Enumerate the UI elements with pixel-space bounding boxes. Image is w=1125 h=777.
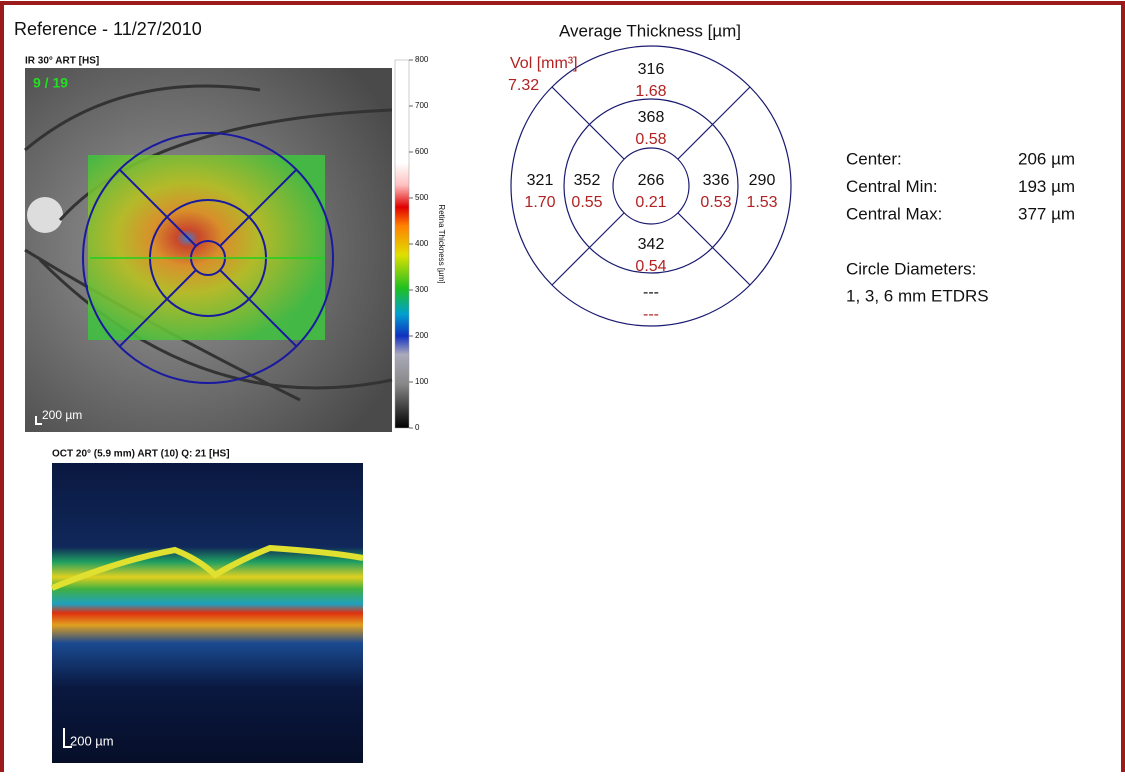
volume-label: Vol [mm³] <box>510 55 578 72</box>
sector-volume: 0.21 <box>635 194 666 211</box>
optic-disc <box>27 197 63 233</box>
stat-label: Center: <box>846 149 902 168</box>
sector-volume: 0.54 <box>635 258 666 275</box>
colorbar <box>395 60 409 428</box>
diameters-label: Circle Diameters: <box>846 259 976 278</box>
sector-thickness: --- <box>643 284 659 301</box>
colorbar-tick-label: 300 <box>415 285 429 294</box>
report: Reference - 11/27/2010 IR 30° ART [HS] 9… <box>0 0 1125 772</box>
sector-thickness: 342 <box>638 236 665 253</box>
sector-thickness: 266 <box>638 172 665 189</box>
total-volume: 7.32 <box>508 77 539 94</box>
colorbar-tick-label: 800 <box>415 55 429 64</box>
colorbar-tick-label: 700 <box>415 101 429 110</box>
oct-label: OCT 20° (5.9 mm) ART (10) Q: 21 [HS] <box>52 449 230 460</box>
diameters: 1, 3, 6 mm ETDRS <box>846 286 989 305</box>
sector-thickness: 321 <box>527 172 554 189</box>
stat-label: Central Min: <box>846 177 938 196</box>
thickness-overlay <box>88 155 325 340</box>
map-title: Average Thickness [µm] <box>559 21 741 40</box>
colorbar-tick-label: 400 <box>415 239 429 248</box>
stat-label: Central Max: <box>846 204 942 223</box>
report-title: Reference - 11/27/2010 <box>14 19 202 39</box>
colorbar-tick-label: 600 <box>415 147 429 156</box>
colorbar-tick-label: 200 <box>415 331 429 340</box>
stat-value: 206 µm <box>1018 149 1075 168</box>
fundus-scale: 200 µm <box>42 408 82 422</box>
oct-image <box>52 463 363 763</box>
sector-volume: 1.70 <box>524 194 555 211</box>
sector-volume: 0.53 <box>700 194 731 211</box>
colorbar-tick-label: 500 <box>415 193 429 202</box>
sector-thickness: 290 <box>749 172 776 189</box>
sector-volume: 1.53 <box>746 194 777 211</box>
colorbar-tick-label: 0 <box>415 423 420 432</box>
sector-volume: 0.58 <box>635 131 666 148</box>
sector-thickness: 316 <box>638 61 665 78</box>
sector-thickness: 336 <box>703 172 730 189</box>
sector-thickness: 352 <box>574 172 601 189</box>
oct-scale: 200 µm <box>70 733 114 748</box>
colorbar-title: Retina Thickness [µm] <box>437 204 446 283</box>
sector-volume: --- <box>643 306 659 323</box>
stat-value: 193 µm <box>1018 177 1075 196</box>
colorbar-tick-label: 100 <box>415 377 429 386</box>
fundus-label: IR 30° ART [HS] <box>25 56 99 67</box>
stat-value: 377 µm <box>1018 204 1075 223</box>
sector-volume: 1.68 <box>635 83 666 100</box>
sector-volume: 0.55 <box>571 194 602 211</box>
frame-counter: 9 / 19 <box>33 75 68 91</box>
sector-thickness: 368 <box>638 109 665 126</box>
